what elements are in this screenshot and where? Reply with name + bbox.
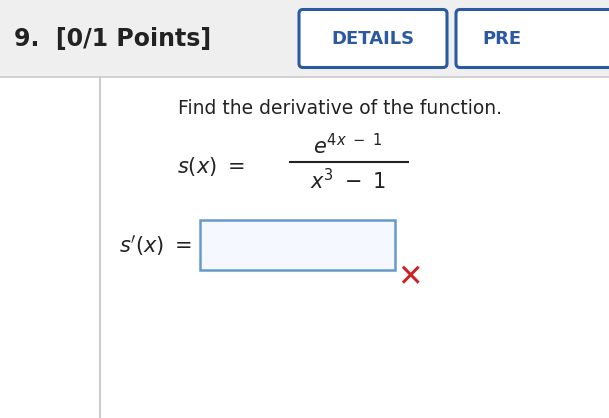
FancyBboxPatch shape <box>200 220 395 270</box>
FancyBboxPatch shape <box>0 0 609 77</box>
Text: 9.  [0/1 Points]: 9. [0/1 Points] <box>14 26 211 51</box>
Text: $e^{\mathit{4x}\ -\ \mathit{1}}$: $e^{\mathit{4x}\ -\ \mathit{1}}$ <box>314 133 382 158</box>
Text: PRE: PRE <box>482 30 521 48</box>
Text: $\mathit{s}(\mathit{x})\ =$: $\mathit{s}(\mathit{x})\ =$ <box>177 155 245 178</box>
Text: Find the derivative of the function.: Find the derivative of the function. <box>178 99 502 117</box>
FancyBboxPatch shape <box>456 10 609 67</box>
Text: ✕: ✕ <box>397 263 423 293</box>
FancyBboxPatch shape <box>299 10 447 67</box>
Text: $\mathit{s}'(\mathit{x})\ =$: $\mathit{s}'(\mathit{x})\ =$ <box>119 232 192 257</box>
Text: $\mathit{x}^3\ -\ 1$: $\mathit{x}^3\ -\ 1$ <box>310 168 386 194</box>
Text: DETAILS: DETAILS <box>331 30 415 48</box>
